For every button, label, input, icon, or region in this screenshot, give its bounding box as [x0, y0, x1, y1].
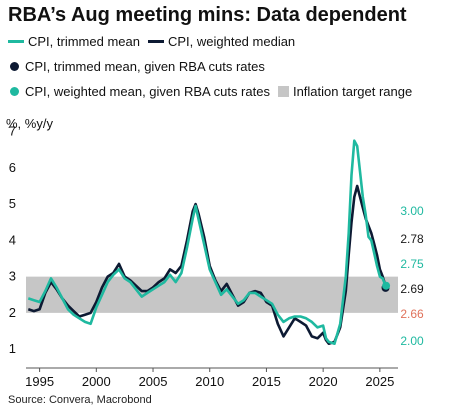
dot-swatch-icon	[10, 87, 19, 96]
series-line-cpi-weighted-median	[27, 184, 387, 345]
legend-item-target-range: Inflation target range	[277, 84, 413, 99]
x-tick-label: 1995	[25, 374, 54, 389]
value-annotation: 3.00	[400, 204, 424, 218]
axes-layer: 1 2 3 4 5 6 7 1995 2000 2005 2010 2015 2020 2025	[9, 124, 398, 389]
legend-row-3: CPI, weighted mean, given RBA cuts rates…	[8, 84, 420, 99]
box-swatch-icon	[277, 86, 289, 97]
y-tick-label: 2	[9, 305, 16, 320]
legend-item-weighted-mean-cuts: CPI, weighted mean, given RBA cuts rates	[8, 84, 270, 99]
target-range-band	[26, 276, 398, 313]
y-tick-label: 1	[9, 341, 16, 356]
y-tick-label: 7	[9, 124, 16, 139]
y-tick-label: 6	[9, 160, 16, 175]
x-tick-label: 2005	[139, 374, 168, 389]
x-tick-label: 2010	[195, 374, 224, 389]
x-tick-label: 2020	[309, 374, 338, 389]
legend-row-2: CPI, trimmed mean, given RBA cuts rates	[8, 59, 273, 74]
series-line-cpi-trimmed-mean	[27, 139, 387, 345]
y-tick-label: 4	[9, 232, 16, 247]
x-tick-label: 2015	[252, 374, 281, 389]
legend-item-trimmed-mean: CPI, trimmed mean	[8, 34, 140, 49]
line-swatch-icon	[8, 40, 24, 43]
legend-item-trimmed-mean-cuts: CPI, trimmed mean, given RBA cuts rates	[8, 59, 265, 74]
value-annotation: 2.66	[400, 307, 424, 321]
legend-label: CPI, weighted mean, given RBA cuts rates	[25, 84, 270, 99]
value-annotation: 2.78	[400, 232, 424, 246]
marker-dot	[382, 281, 391, 290]
x-tick-label: 2000	[82, 374, 111, 389]
source-note: Source: Convera, Macrobond	[8, 394, 152, 406]
markers-layer	[381, 281, 391, 292]
legend-item-weighted-median: CPI, weighted median	[147, 34, 296, 49]
chart-title: RBA’s Aug meeting mins: Data dependent	[8, 4, 407, 26]
dot-swatch-icon	[10, 62, 19, 71]
legend-label: CPI, trimmed mean	[28, 34, 140, 49]
legend-row-1: CPI, trimmed mean CPI, weighted median	[8, 34, 303, 49]
y-tick-label: 5	[9, 196, 16, 211]
target-band-layer	[26, 276, 398, 313]
series-layer	[27, 139, 387, 345]
value-annotation: 2.00	[400, 334, 424, 348]
legend-label: Inflation target range	[292, 84, 413, 99]
value-annotation: 2.69	[400, 282, 424, 296]
y-tick-label: 3	[9, 269, 16, 284]
value-annotation: 2.75	[400, 257, 424, 271]
annotations-layer: 3.00 2.78 2.75 2.69 2.66 2.00	[400, 204, 424, 348]
y-axis-unit-label: %, %y/y	[6, 116, 53, 131]
line-swatch-icon	[147, 40, 164, 43]
legend-label: CPI, weighted median	[167, 34, 296, 49]
x-tick-label: 2025	[365, 374, 394, 389]
legend-label: CPI, trimmed mean, given RBA cuts rates	[25, 59, 265, 74]
